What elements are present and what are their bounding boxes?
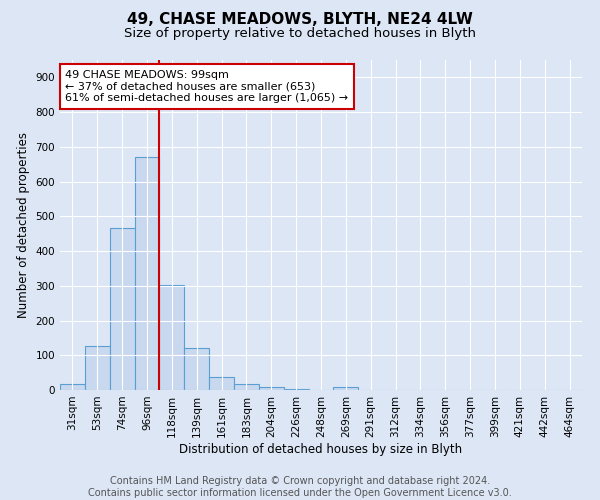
Bar xyxy=(160,284,184,390)
Bar xyxy=(110,228,134,390)
Text: Size of property relative to detached houses in Blyth: Size of property relative to detached ho… xyxy=(124,28,476,40)
Bar xyxy=(259,387,284,390)
Bar xyxy=(60,384,85,390)
Bar xyxy=(134,156,160,390)
Bar xyxy=(334,386,358,390)
Bar xyxy=(234,384,259,390)
Text: 49 CHASE MEADOWS: 99sqm
← 37% of detached houses are smaller (653)
61% of semi-d: 49 CHASE MEADOWS: 99sqm ← 37% of detache… xyxy=(65,70,349,103)
X-axis label: Distribution of detached houses by size in Blyth: Distribution of detached houses by size … xyxy=(179,442,463,456)
Bar xyxy=(209,377,234,390)
Bar xyxy=(184,348,209,390)
Bar xyxy=(85,346,110,390)
Text: Contains HM Land Registry data © Crown copyright and database right 2024.
Contai: Contains HM Land Registry data © Crown c… xyxy=(88,476,512,498)
Bar xyxy=(284,389,308,390)
Y-axis label: Number of detached properties: Number of detached properties xyxy=(17,132,30,318)
Text: 49, CHASE MEADOWS, BLYTH, NE24 4LW: 49, CHASE MEADOWS, BLYTH, NE24 4LW xyxy=(127,12,473,28)
